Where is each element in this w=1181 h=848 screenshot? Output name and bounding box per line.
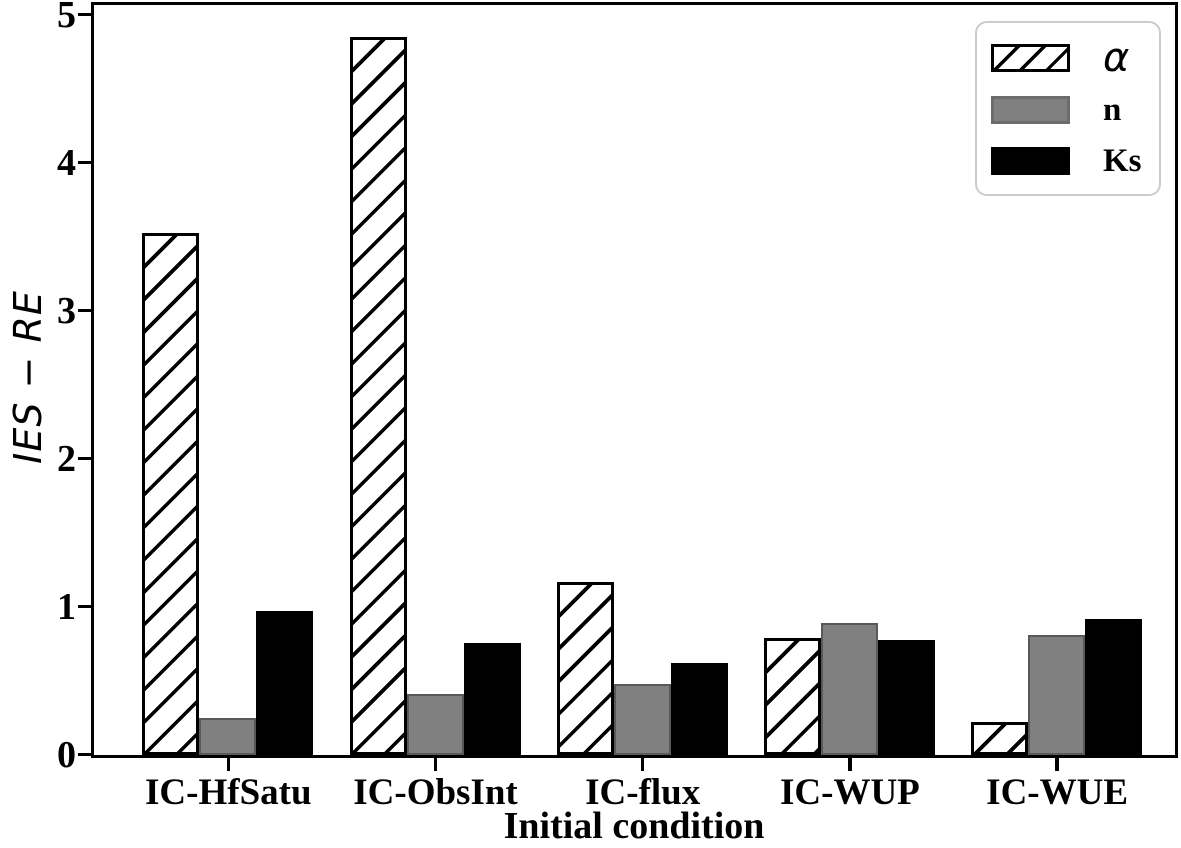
legend: α n Ks [975, 21, 1161, 196]
x-tick [226, 758, 231, 771]
y-tick [78, 160, 91, 165]
y-tick [78, 12, 91, 17]
y-tick [78, 604, 91, 609]
bar-ks-ic-obsint [463, 642, 521, 755]
legend-item-alpha: α [977, 38, 1159, 78]
x-tick-label-ic-obsint: IC-ObsInt [353, 772, 518, 813]
bar-n-ic-flux [613, 683, 671, 755]
bar-ks-ic-hfsatu [256, 611, 314, 755]
x-tick-label-ic-flux: IC-flux [585, 772, 701, 813]
y-tick-label: 1 [57, 585, 76, 628]
bar-ks-ic-flux [670, 663, 728, 755]
legend-label-ks: Ks [1103, 142, 1142, 179]
legend-item-n: n [977, 92, 1159, 128]
bar-ks-ic-wup [877, 639, 935, 755]
legend-swatch-n [991, 96, 1070, 125]
x-tick [640, 758, 645, 771]
y-tick [78, 752, 91, 757]
legend-label-alpha: α [1103, 35, 1130, 82]
bar-alpha-ic-wue [971, 722, 1029, 755]
bar-alpha-ic-flux [556, 581, 614, 755]
bar-alpha-ic-wup [763, 638, 821, 755]
y-tick-label: 2 [57, 437, 76, 480]
bar-n-ic-wue [1028, 635, 1086, 755]
x-tick [848, 758, 852, 771]
legend-label-n: n [1103, 92, 1122, 129]
legend-item-ks: Ks [977, 143, 1159, 179]
y-tick-label: 0 [57, 733, 76, 776]
x-tick-label-ic-wup: IC-WUP [780, 772, 920, 813]
x-tick [1055, 758, 1059, 771]
bar-n-ic-wup [820, 623, 878, 755]
bar-ks-ic-wue [1085, 618, 1143, 755]
y-tick [78, 308, 91, 313]
y-tick-label: 4 [57, 141, 76, 184]
legend-swatch-ks [991, 146, 1070, 175]
x-tick [433, 758, 438, 771]
bar-n-ic-hfsatu [199, 718, 257, 755]
x-tick-label-ic-wue: IC-WUE [986, 772, 1129, 813]
y-axis-label: IES − RE [6, 290, 50, 464]
bar-alpha-ic-obsint [349, 37, 407, 755]
y-tick [78, 456, 91, 461]
y-tick-label: 3 [57, 289, 76, 332]
legend-swatch-alpha [991, 44, 1070, 73]
bar-n-ic-obsint [406, 694, 464, 755]
bar-alpha-ic-hfsatu [142, 232, 200, 755]
x-axis-label: Initial condition [503, 805, 765, 847]
y-tick-label: 5 [57, 0, 76, 36]
x-tick-label-ic-hfsatu: IC-HfSatu [145, 772, 312, 813]
